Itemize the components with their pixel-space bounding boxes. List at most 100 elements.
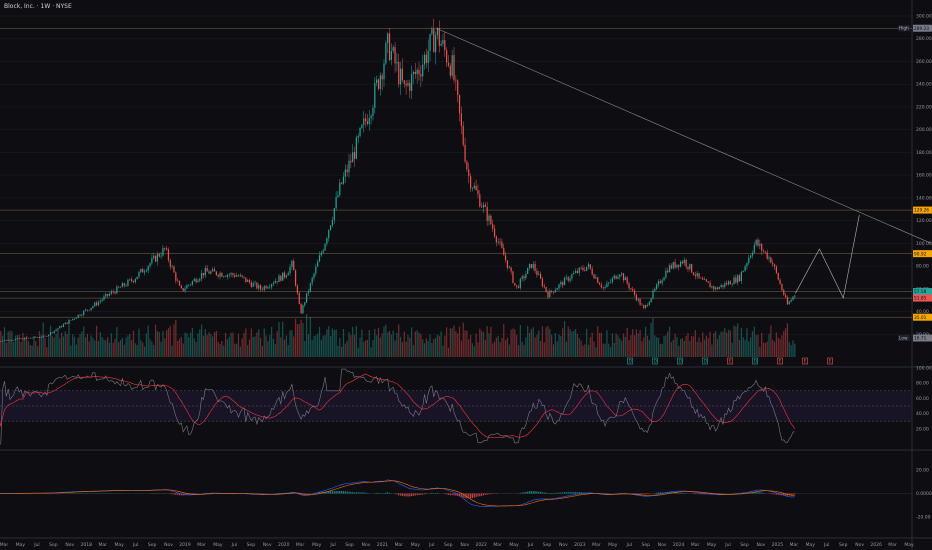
time-tick-label: May: [806, 542, 816, 548]
volume-bar: [622, 333, 625, 357]
chart-title: Block, Inc. · 1W · NYSE: [4, 3, 72, 10]
volume-bar: [436, 334, 439, 357]
volume-bar: [131, 340, 133, 357]
candle-body: [486, 206, 488, 221]
volume-bar: [737, 323, 739, 357]
time-tick-label: Sep: [247, 542, 256, 548]
rsi-ma-line: [0, 373, 796, 439]
macd-histogram-bar: [361, 492, 363, 494]
candle-body: [635, 294, 637, 301]
macd-histogram-bar: [451, 493, 453, 496]
macd-histogram-bar: [357, 492, 359, 494]
candle-body: [438, 28, 440, 46]
volume-bar: [302, 323, 304, 357]
volume-bar: [486, 326, 488, 357]
macd-histogram-bar: [175, 493, 177, 495]
macd-histogram-bar: [713, 493, 715, 495]
macd-histogram-bar: [446, 493, 448, 495]
macd-histogram-bar: [379, 492, 381, 494]
volume-bar: [363, 341, 365, 357]
candle-body: [254, 282, 256, 284]
volume-bar: [678, 345, 680, 357]
volume-bar: [608, 343, 610, 357]
candle-body: [753, 244, 755, 253]
candle-body: [702, 278, 704, 280]
volume-bar: [641, 341, 643, 357]
volume-bar: [342, 329, 345, 357]
volume-bar: [208, 332, 210, 357]
candle-body: [604, 286, 606, 288]
volume-bar: [138, 328, 140, 357]
time-tick-label: Mar: [197, 542, 206, 548]
price-tick-label: 100.00: [916, 241, 932, 247]
macd-histogram-bar: [422, 493, 424, 495]
candle-body: [350, 160, 352, 163]
volume-bar: [178, 338, 181, 357]
candle-body: [681, 261, 684, 264]
volume-bar: [24, 337, 26, 357]
candle-body: [245, 277, 247, 282]
macd-histogram-bar: [471, 493, 474, 499]
candle-body: [558, 284, 560, 289]
rsi-tick-label: 60.00: [916, 396, 929, 402]
candle-body: [230, 273, 232, 275]
volume-bar: [307, 334, 310, 357]
volume-bar: [576, 333, 579, 357]
volume-bar: [154, 324, 157, 357]
candle-body: [265, 286, 267, 289]
candle-body: [296, 285, 299, 294]
volume-bar: [545, 327, 547, 357]
volume-bar: [7, 331, 9, 357]
candle-body: [610, 281, 612, 283]
candle-body: [110, 291, 112, 294]
candle-body: [0, 341, 2, 342]
macd-histogram-bar: [751, 492, 754, 494]
candle-body: [136, 276, 138, 280]
macd-histogram-bar: [543, 492, 545, 494]
volume-bar: [119, 340, 122, 357]
candle-body: [94, 302, 96, 307]
volume-bar: [554, 333, 556, 357]
candle-body: [147, 266, 149, 271]
price-tick-label: 260.00: [916, 59, 932, 65]
macd-histogram-bar: [387, 492, 389, 494]
candle-body: [694, 274, 696, 277]
macd-histogram-bar: [186, 493, 188, 495]
volume-bar: [493, 341, 496, 357]
candle-body: [342, 176, 345, 184]
volume-bar: [188, 337, 190, 357]
macd-histogram-bar: [676, 492, 678, 494]
macd-histogram-bar: [700, 493, 702, 495]
volume-bar: [40, 334, 42, 357]
time-tick-label: May: [707, 542, 717, 548]
macd-histogram-bar: [703, 493, 706, 495]
volume-bar: [300, 319, 302, 357]
candle-body: [248, 279, 251, 283]
candle-body: [383, 63, 385, 80]
time-tick-label: Mar: [493, 542, 502, 548]
candle-body: [678, 264, 680, 267]
volume-bar: [733, 325, 735, 357]
event-badge-label: E: [779, 359, 782, 365]
candle-body: [624, 277, 626, 281]
candle-body: [398, 62, 400, 85]
macd-histogram-bar: [346, 491, 348, 494]
time-tick-label: Mar: [296, 542, 305, 548]
volume-bar: [685, 335, 687, 357]
macd-histogram-bar: [534, 491, 536, 494]
candle-body: [587, 264, 590, 267]
candle-body: [195, 279, 197, 283]
candle-body: [501, 241, 503, 248]
volume-bar: [221, 341, 223, 357]
event-badge-label: D: [654, 359, 658, 365]
volume-bar: [530, 329, 532, 357]
candle-body: [55, 329, 57, 331]
candle-body: [729, 281, 731, 285]
candle-body: [656, 284, 658, 289]
volume-bar: [593, 341, 595, 357]
volume-bar: [650, 322, 652, 357]
candle-body: [414, 71, 416, 75]
volume-bar: [772, 339, 774, 357]
volume-bar: [42, 322, 44, 357]
